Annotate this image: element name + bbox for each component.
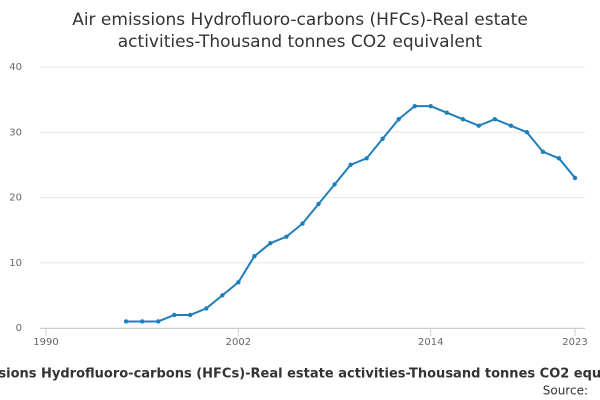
x-tick-label: 2023: [562, 337, 587, 348]
point: [204, 306, 209, 311]
point: [284, 234, 289, 239]
point: [540, 149, 546, 155]
point: [156, 319, 161, 324]
y-tick-label: 30: [9, 127, 22, 138]
point: [572, 175, 578, 181]
y-tick-label: 20: [9, 193, 22, 204]
point: [236, 280, 241, 285]
point: [412, 103, 417, 109]
point: [172, 312, 177, 318]
point: [556, 156, 562, 161]
point: [508, 123, 514, 128]
point: [364, 156, 369, 161]
point: [220, 293, 225, 298]
point: [348, 162, 353, 168]
point: [380, 136, 385, 141]
x-axis-label: Air emissions Hydrofluoro-carbons (HFCs)…: [0, 367, 600, 382]
point: [332, 182, 337, 187]
point: [524, 130, 530, 135]
point: [316, 201, 321, 207]
point: [476, 123, 482, 128]
x-tick-label: 2014: [418, 337, 443, 348]
point: [396, 117, 401, 122]
line: [126, 105, 576, 323]
x-tick-label: 2002: [226, 337, 251, 348]
y-tick-label: 10: [9, 258, 22, 269]
y-tick-label: 40: [9, 62, 22, 73]
point: [188, 312, 193, 318]
point: [139, 319, 145, 324]
chart-title: Air emissions Hydrofluoro-carbons (HFCs)…: [72, 10, 528, 30]
point: [444, 110, 449, 115]
point: [252, 254, 257, 259]
point: [123, 319, 129, 324]
source: Source:: [543, 384, 588, 398]
point: [460, 117, 465, 122]
point: [492, 117, 498, 122]
x-tick-label: 1990: [33, 337, 58, 348]
point: [268, 240, 273, 246]
point: [428, 103, 433, 109]
y-tick-label: 0: [16, 323, 22, 334]
chart-title: activities-Thousand tonnes CO2 equivalen…: [118, 32, 483, 52]
point: [300, 221, 305, 226]
